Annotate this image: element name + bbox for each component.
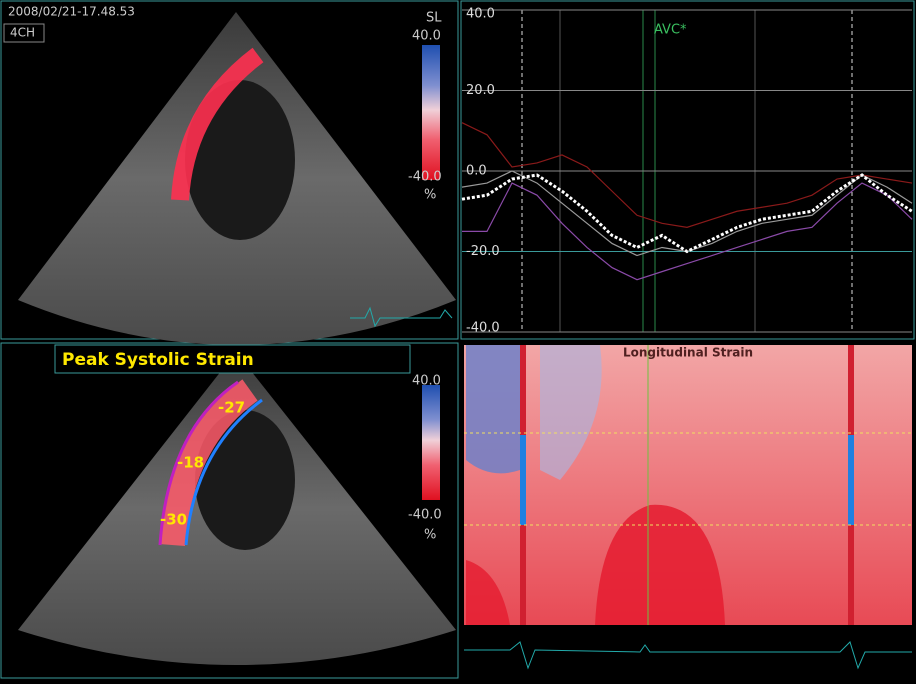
scale-max: 40.0 <box>412 29 441 44</box>
panel-title: Peak Systolic Strain <box>62 350 254 370</box>
strain-curve <box>462 183 912 280</box>
map-marker <box>848 435 854 525</box>
segment-label: -27 <box>218 399 245 417</box>
y-tick-label: 20.0 <box>466 83 495 98</box>
strain-curve <box>462 171 912 256</box>
panel-frame <box>461 1 914 339</box>
map-marker <box>520 435 526 525</box>
scale-name: SL <box>426 11 442 26</box>
color-scale <box>422 45 440 180</box>
strain-curve <box>462 175 912 251</box>
color-scale <box>422 385 440 500</box>
y-tick-label: 40.0 <box>466 7 495 22</box>
map-title: Longitudinal Strain <box>623 346 753 360</box>
scale-min: -40.0 <box>408 170 442 185</box>
y-tick-label: -20.0 <box>466 244 500 259</box>
timestamp: 2008/02/21-17.48.53 <box>8 5 135 19</box>
y-tick-label: -40.0 <box>466 321 500 336</box>
ecg-trace <box>464 642 912 668</box>
page: 2008/02/21-17.48.53 4CH SL 40.0 -40.0 % … <box>0 0 916 684</box>
avc-label: AVC* <box>654 23 687 38</box>
view-label: 4CH <box>10 26 35 40</box>
segment-label: -18 <box>177 454 204 472</box>
map-region <box>466 345 520 473</box>
segment-label: -30 <box>160 511 187 529</box>
scale-unit: % <box>424 528 436 543</box>
scale-min: -40.0 <box>408 508 442 523</box>
y-tick-label: 0.0 <box>466 164 487 179</box>
scale-max: 40.0 <box>412 374 441 389</box>
screen: 2008/02/21-17.48.53 4CH SL 40.0 -40.0 % … <box>0 0 916 680</box>
scale-unit: % <box>424 188 436 203</box>
